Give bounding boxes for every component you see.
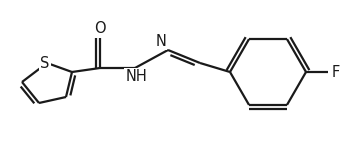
- Text: N: N: [155, 34, 166, 49]
- Text: S: S: [40, 56, 50, 70]
- Text: NH: NH: [125, 69, 147, 84]
- Text: F: F: [332, 64, 340, 80]
- Text: O: O: [94, 21, 106, 36]
